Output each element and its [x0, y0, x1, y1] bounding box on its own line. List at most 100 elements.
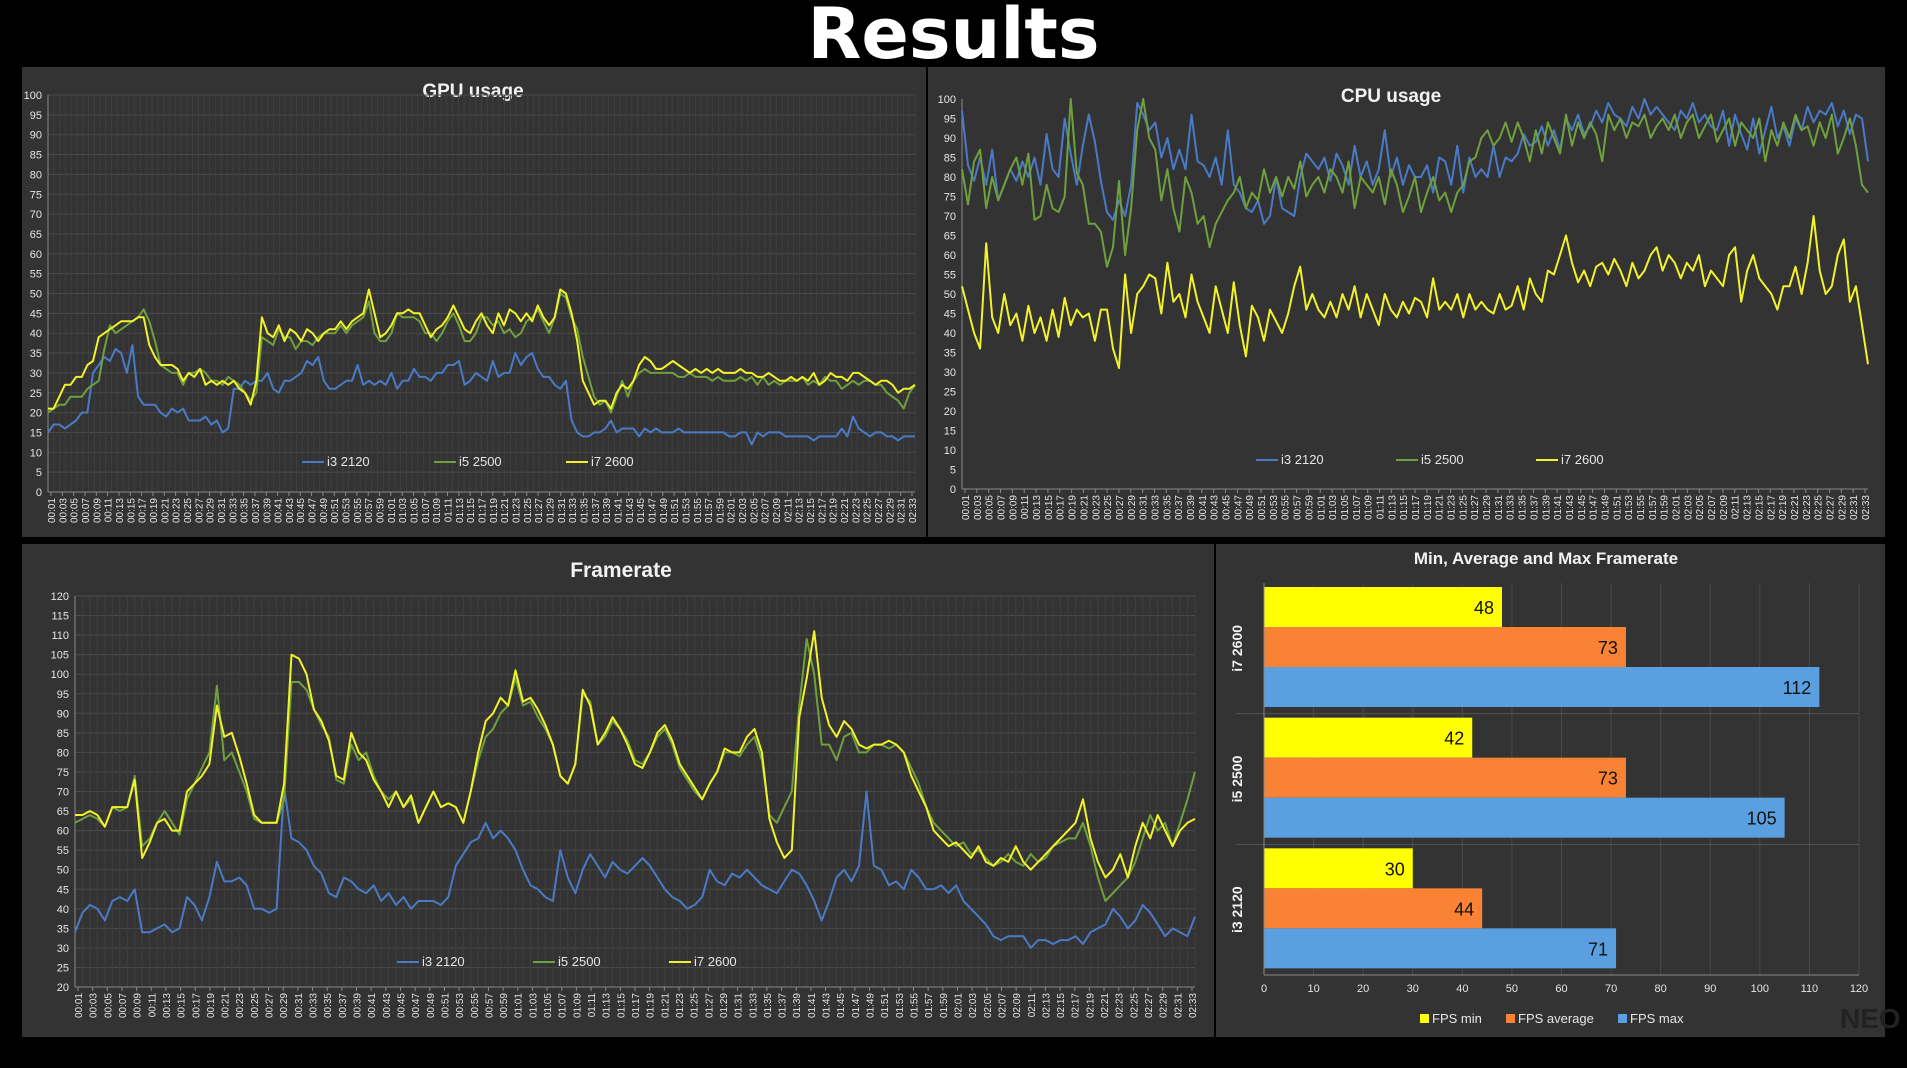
x-tick-label: 01:33	[568, 498, 579, 523]
y-tick-label: 70	[944, 211, 956, 223]
x-tick-label: 20	[1357, 983, 1369, 995]
legend-label: i3 2120	[327, 454, 370, 469]
x-tick-label: 02:29	[1159, 993, 1170, 1018]
x-tick-label: 01:03	[398, 498, 409, 523]
x-tick-label: 00:27	[1115, 495, 1126, 520]
bar-i3-2120-FPS-min	[1264, 848, 1413, 889]
bar-i3-2120-FPS-average	[1264, 888, 1483, 929]
x-tick-label: 00:35	[1162, 495, 1173, 520]
y-tick-label: 20	[30, 408, 42, 420]
x-tick-label: 00:39	[353, 993, 364, 1018]
x-tick-label: 00:03	[89, 993, 100, 1018]
x-tick-label: 02:13	[1743, 495, 1754, 520]
x-tick-label: 00:49	[426, 993, 437, 1018]
x-tick-label: 10	[1307, 983, 1319, 995]
x-tick-label: 00:45	[396, 993, 407, 1018]
y-tick-label: 45	[30, 308, 42, 320]
y-tick-label: 10	[30, 447, 42, 459]
legend-label: i3 2120	[422, 954, 465, 969]
x-tick-label: 02:15	[1754, 495, 1765, 520]
x-tick-label: 00:59	[1304, 495, 1315, 520]
x-tick-label: 01:01	[514, 993, 525, 1018]
x-tick-label: 01:39	[602, 498, 613, 523]
x-tick-label: 02:01	[1672, 495, 1683, 520]
category-label: i7 2600	[1229, 625, 1245, 672]
y-tick-label: 55	[944, 270, 956, 282]
x-tick-label: 02:03	[1683, 495, 1694, 520]
bar-i3-2120-FPS-max	[1264, 928, 1617, 969]
x-tick-label: 02:05	[1695, 495, 1706, 520]
y-tick-label: 45	[57, 884, 69, 896]
x-tick-label: 00:21	[221, 993, 232, 1018]
x-tick-label: 00:23	[235, 993, 246, 1018]
x-tick-label: 01:15	[1399, 495, 1410, 520]
x-tick-label: 00:55	[1281, 495, 1292, 520]
x-tick-label: 02:33	[1188, 993, 1199, 1018]
x-tick-label: 01:09	[432, 498, 443, 523]
x-tick-label: 01:35	[1518, 495, 1529, 520]
y-tick-label: 65	[944, 231, 956, 243]
min-avg-max-chart: Min, Average and Max Framerate 0 10 20 30 40 5…	[1229, 549, 1868, 1026]
x-tick-label: 02:19	[1778, 495, 1789, 520]
x-tick-label: 01:17	[478, 498, 489, 523]
x-tick-label: 00:39	[1186, 495, 1197, 520]
x-tick-label: 01:05	[543, 993, 554, 1018]
x-tick-label: 02:03	[968, 993, 979, 1018]
x-tick-label: 01:57	[704, 498, 715, 523]
x-tick-label: 01:25	[523, 498, 534, 523]
x-tick-label: 00:25	[1103, 495, 1114, 520]
bar-i5-2500-FPS-min	[1264, 717, 1473, 758]
x-tick-label: 00:11	[1020, 495, 1031, 520]
x-tick-label: 00:15	[126, 498, 137, 523]
x-tick-label: 00:47	[308, 498, 319, 523]
x-tick-label: 01:07	[421, 498, 432, 523]
x-tick-label: 00:27	[194, 498, 205, 523]
x-tick-label: 02:19	[829, 498, 840, 523]
x-tick-label: 00:17	[138, 498, 149, 523]
y-tick-label: 105	[51, 650, 69, 662]
category-label: i3 2120	[1229, 886, 1245, 933]
x-tick-label: 01:21	[660, 993, 671, 1018]
y-tick-label: 90	[944, 133, 956, 145]
x-tick-label: 00:13	[115, 498, 126, 523]
x-tick-label: 00:45	[296, 498, 307, 523]
x-tick-label: 00:11	[104, 498, 115, 523]
y-tick-label: 15	[30, 427, 42, 439]
x-tick-label: 02:21	[1790, 495, 1801, 520]
x-tick-label: 01:41	[613, 498, 624, 523]
x-tick-label: 00:29	[206, 498, 217, 523]
x-tick-label: 00:31	[1139, 495, 1150, 520]
x-tick-label: 01:15	[466, 498, 477, 523]
y-tick-label: 25	[944, 387, 956, 399]
x-tick-label: 01:51	[670, 498, 681, 523]
x-tick-label: 00:21	[1079, 495, 1090, 520]
x-tick-label: 02:23	[1802, 495, 1813, 520]
x-tick-label: 00:07	[81, 498, 92, 523]
y-tick-label: 45	[944, 309, 956, 321]
y-tick-label: 95	[944, 114, 956, 126]
x-tick-label: 00:53	[342, 498, 353, 523]
x-tick-label: 00:35	[240, 498, 251, 523]
y-tick-label: 40	[30, 328, 42, 340]
x-tick-label: 01:25	[690, 993, 701, 1018]
y-tick-label: 100	[938, 94, 956, 106]
y-tick-label: 40	[944, 328, 956, 340]
x-tick-label: 01:01	[1316, 495, 1327, 520]
x-tick-label: 01:05	[410, 498, 421, 523]
x-tick-label: 00:15	[177, 993, 188, 1018]
x-tick-label: 00:25	[183, 498, 194, 523]
x-tick-label: 00:37	[1174, 495, 1185, 520]
x-tick-label: 01:53	[681, 498, 692, 523]
x-tick-label: 00:05	[103, 993, 114, 1018]
y-tick-label: 0	[950, 484, 956, 496]
series-line-i5-2500	[961, 98, 1869, 268]
x-tick-label: 00:21	[160, 498, 171, 523]
x-tick-label: 00:03	[973, 495, 984, 520]
x-tick-label: 00:23	[172, 498, 183, 523]
x-tick-label: 01:51	[880, 993, 891, 1018]
x-tick-label: 00:33	[228, 498, 239, 523]
x-tick-label: 00:31	[217, 498, 228, 523]
min-avg-max-chart-panel: Min, Average and Max Framerate 0 10 20 30 40 5…	[1216, 544, 1885, 1037]
x-tick-label: 02:25	[1129, 993, 1140, 1018]
x-tick-label: 00:23	[1091, 495, 1102, 520]
